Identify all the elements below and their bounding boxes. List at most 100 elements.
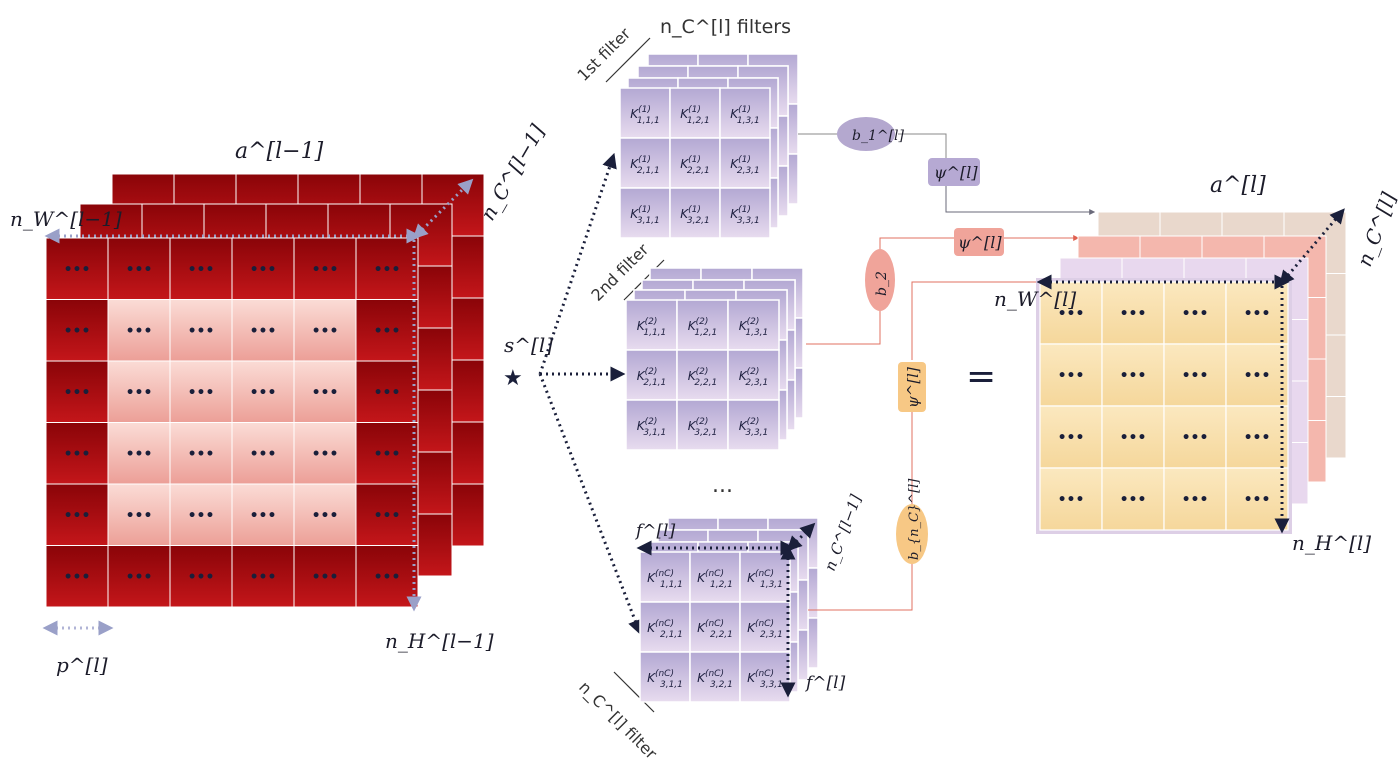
output-cell-dots: ••• <box>1120 306 1147 322</box>
kernel-cell: K(2) 3,1,1 <box>625 399 678 451</box>
activation-last-label: ψ^[l] <box>904 367 922 408</box>
output-cell: ••• <box>1101 405 1165 469</box>
input-cell-dots: ••• <box>188 446 215 462</box>
input-cell: ••• <box>293 360 357 423</box>
kernel-cell: K(1) 2,2,1 <box>669 137 721 189</box>
output-cell: ••• <box>1225 281 1289 345</box>
input-cell: ••• <box>45 545 109 608</box>
input-cell: ••• <box>107 422 171 485</box>
padding-label: p^[l] <box>56 653 108 677</box>
input-cell: ••• <box>231 483 295 546</box>
input-cell: ••• <box>45 360 109 423</box>
input-cell-dots: ••• <box>312 323 339 339</box>
input-cell: ••• <box>45 422 109 485</box>
operator-arrows <box>538 152 643 635</box>
output-cell: ••• <box>1163 343 1227 407</box>
input-cell: ••• <box>169 422 233 485</box>
input-cell-dots: ••• <box>312 508 339 524</box>
output-cell-dots: ••• <box>1182 368 1209 384</box>
output-cell-dots: ••• <box>1120 430 1147 446</box>
output-cell: ••• <box>1039 343 1103 407</box>
output-cell: ••• <box>1101 281 1165 345</box>
input-cell: ••• <box>169 545 233 608</box>
input-cell-dots: ••• <box>188 262 215 278</box>
filter-2-volume: K(2) 1,1,1 K(2) 1,2,1 K(2) 1,3,1K(2) 2,1,1 K(2)… <box>625 267 804 451</box>
kernel-cell: K(2) 2,2,1 <box>676 349 729 401</box>
bias-last-node: b_{n_C}^[l] <box>896 478 928 564</box>
input-cell: ••• <box>107 545 171 608</box>
input-cell: ••• <box>355 483 419 546</box>
kernel-cell: K(nC) 3,3,1 <box>739 651 791 703</box>
bias-last-label: b_{n_C}^[l] <box>907 478 922 560</box>
input-cell-dots: ••• <box>250 262 277 278</box>
kernel-cell: K(1) 3,3,1 <box>719 187 771 239</box>
kernel-cell: K(nC) 2,1,1 <box>639 601 691 653</box>
input-cell-dots: ••• <box>188 569 215 585</box>
filter-1-volume: K(1) 1,1,1 K(1) 1,2,1 K(1) 1,3,1K(1) 2,1,1 K(1)… <box>619 53 799 239</box>
input-cell: ••• <box>45 237 109 300</box>
input-height-label: n_H^[l−1] <box>385 629 494 653</box>
input-cell-dots: ••• <box>374 508 401 524</box>
output-cell-dots: ••• <box>1182 430 1209 446</box>
output-cell-dots: ••• <box>1058 492 1085 508</box>
filters-ellipsis: ... <box>712 473 733 498</box>
input-cell-dots: ••• <box>250 508 277 524</box>
input-cell: ••• <box>231 422 295 485</box>
output-cell: ••• <box>1039 467 1103 531</box>
output-cell-dots: ••• <box>1244 430 1271 446</box>
kernel-cell: K(2) 3,2,1 <box>676 399 729 451</box>
kernel-cell: K(1) 1,3,1 <box>719 87 771 139</box>
input-cell-dots: ••• <box>64 262 91 278</box>
input-width-label: n_W^[l−1] <box>10 207 122 231</box>
output-cell: ••• <box>1101 467 1165 531</box>
input-cell: ••• <box>231 237 295 300</box>
kernel-cell: K(1) 3,2,1 <box>669 187 721 239</box>
input-cell: ••• <box>107 360 171 423</box>
output-width-label: n_W^[l] <box>994 287 1076 311</box>
input-cell: ••• <box>45 483 109 546</box>
input-cell: ••• <box>107 299 171 362</box>
kernel-cell: K(2) 2,3,1 <box>727 349 780 401</box>
input-cell-dots: ••• <box>188 323 215 339</box>
bias-2-label: b_2 <box>874 271 890 296</box>
input-cell: ••• <box>355 545 419 608</box>
kernel-cell: K(nC) 3,1,1 <box>639 651 691 703</box>
input-cell-dots: ••• <box>126 385 153 401</box>
input-activation-label: a^[l−1] <box>235 139 324 164</box>
input-front-grid: ••• ••• ••• ••• ••• ••• ••• ••• ••• ••• ••• ••• ••• •… <box>45 237 419 608</box>
kernel-cell: K(1) 1,2,1 <box>669 87 721 139</box>
equals-sign: = <box>966 356 996 397</box>
kernel-cell: K(2) 3,3,1 <box>727 399 780 451</box>
input-cell: ••• <box>293 299 357 362</box>
output-cell: ••• <box>1163 405 1227 469</box>
activation-1-label: ψ^[l] <box>934 163 978 182</box>
input-cell: ••• <box>169 237 233 300</box>
output-cell-dots: ••• <box>1120 368 1147 384</box>
kernel-cell: K(1) 1,1,1 <box>619 87 671 139</box>
output-cell-dots: ••• <box>1058 430 1085 446</box>
input-cell: ••• <box>231 545 295 608</box>
input-cell-dots: ••• <box>126 323 153 339</box>
bias-1-node: b_1^[l] <box>837 117 905 151</box>
kernel-cell: K(2) 1,3,1 <box>727 299 780 351</box>
first-filter-label: 1st filter <box>573 24 634 85</box>
connectors <box>798 133 1096 611</box>
input-cell-dots: ••• <box>64 323 91 339</box>
kernel-cell: K(2) 1,1,1 <box>625 299 678 351</box>
input-cell-dots: ••• <box>64 446 91 462</box>
input-cell: ••• <box>355 422 419 485</box>
input-cell: ••• <box>107 237 171 300</box>
input-cell: ••• <box>45 299 109 362</box>
output-cell: ••• <box>1101 343 1165 407</box>
output-cell-dots: ••• <box>1182 306 1209 322</box>
output-cell: ••• <box>1225 343 1289 407</box>
output-cell: ••• <box>1163 467 1227 531</box>
input-cell: ••• <box>293 545 357 608</box>
input-cell-dots: ••• <box>374 569 401 585</box>
output-channel-arrow <box>1279 208 1345 286</box>
input-cell-dots: ••• <box>64 385 91 401</box>
filter-size-label-side: f^[l] <box>804 673 846 693</box>
input-cell: ••• <box>355 237 419 300</box>
input-cell-dots: ••• <box>188 385 215 401</box>
input-cell: ••• <box>293 483 357 546</box>
